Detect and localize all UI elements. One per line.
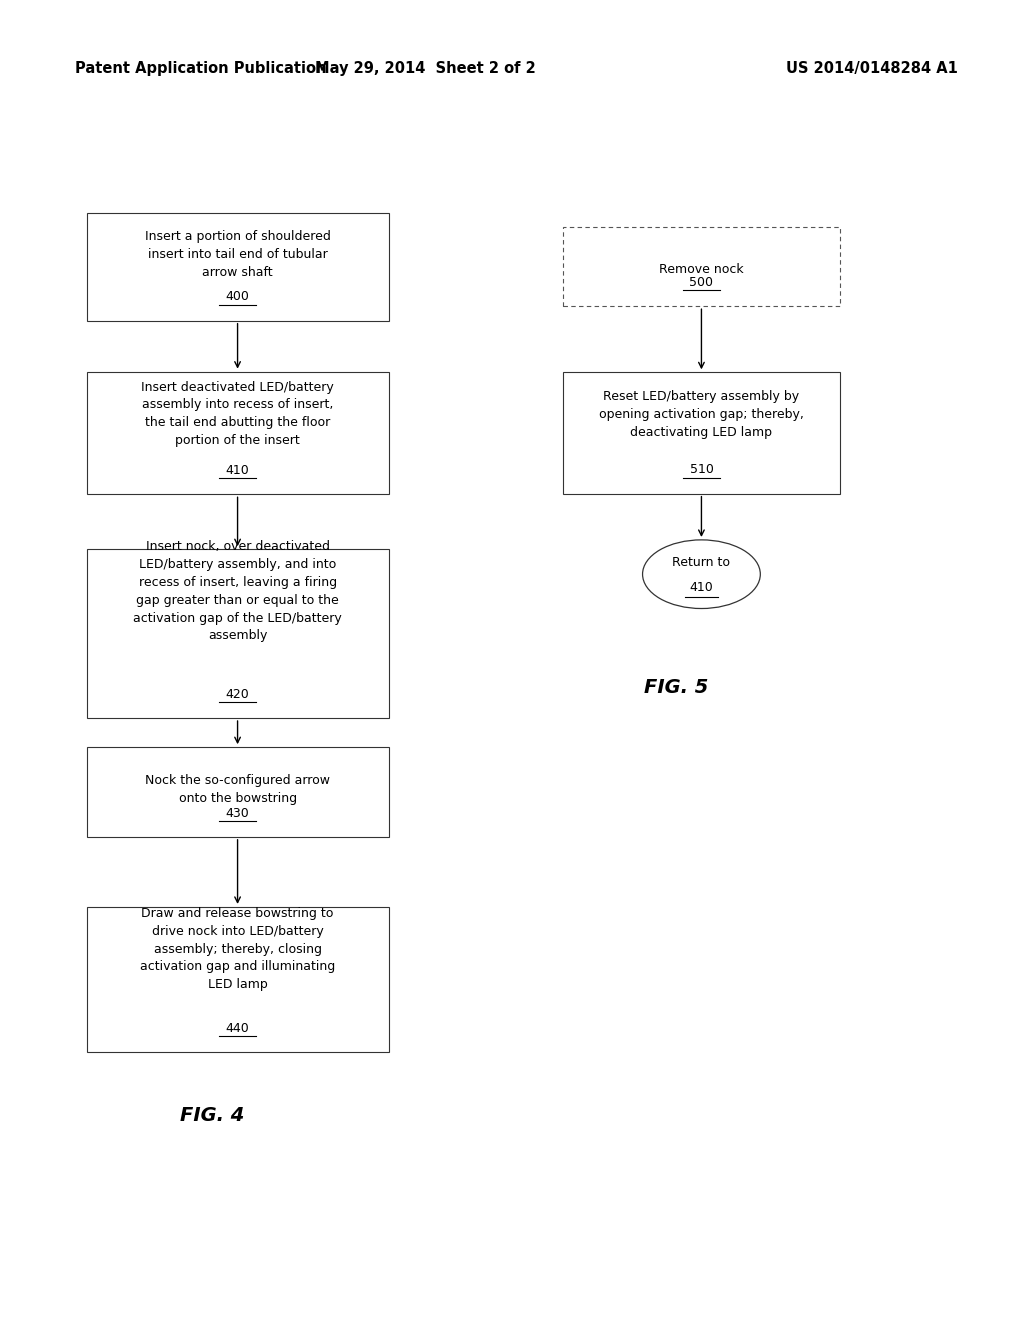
FancyBboxPatch shape [87, 549, 389, 718]
Text: gap greater than or equal to the: gap greater than or equal to the [136, 594, 339, 607]
Text: deactivating LED lamp: deactivating LED lamp [631, 426, 772, 438]
Text: LED lamp: LED lamp [208, 978, 267, 991]
Text: FIG. 4: FIG. 4 [180, 1106, 244, 1125]
Text: 430: 430 [225, 807, 250, 820]
Text: activation gap of the LED/battery: activation gap of the LED/battery [133, 611, 342, 624]
Text: Patent Application Publication: Patent Application Publication [75, 61, 327, 77]
Text: arrow shaft: arrow shaft [203, 267, 272, 279]
Text: opening activation gap; thereby,: opening activation gap; thereby, [599, 408, 804, 421]
Text: Remove nock: Remove nock [659, 263, 743, 276]
Text: the tail end abutting the floor: the tail end abutting the floor [145, 416, 330, 429]
Text: insert into tail end of tubular: insert into tail end of tubular [147, 248, 328, 261]
FancyBboxPatch shape [563, 372, 840, 494]
Text: onto the bowstring: onto the bowstring [178, 792, 297, 805]
Text: Insert deactivated LED/battery: Insert deactivated LED/battery [141, 380, 334, 393]
Text: 410: 410 [689, 581, 714, 594]
Text: 500: 500 [689, 276, 714, 289]
Text: May 29, 2014  Sheet 2 of 2: May 29, 2014 Sheet 2 of 2 [314, 61, 536, 77]
FancyBboxPatch shape [87, 213, 389, 321]
Text: 440: 440 [225, 1022, 250, 1035]
Text: FIG. 5: FIG. 5 [644, 678, 708, 697]
Ellipse shape [643, 540, 760, 609]
Text: recess of insert, leaving a firing: recess of insert, leaving a firing [138, 576, 337, 589]
Text: assembly: assembly [208, 630, 267, 643]
Text: assembly; thereby, closing: assembly; thereby, closing [154, 942, 322, 956]
FancyBboxPatch shape [563, 227, 840, 306]
Text: 420: 420 [225, 688, 250, 701]
Text: activation gap and illuminating: activation gap and illuminating [140, 961, 335, 973]
FancyBboxPatch shape [87, 372, 389, 494]
Text: drive nock into LED/battery: drive nock into LED/battery [152, 925, 324, 937]
Text: portion of the insert: portion of the insert [175, 434, 300, 447]
FancyBboxPatch shape [87, 747, 389, 837]
Text: Insert a portion of shouldered: Insert a portion of shouldered [144, 231, 331, 243]
Text: Nock the so-configured arrow: Nock the so-configured arrow [145, 774, 330, 787]
Text: 400: 400 [225, 290, 250, 304]
FancyBboxPatch shape [87, 907, 389, 1052]
Text: Draw and release bowstring to: Draw and release bowstring to [141, 907, 334, 920]
Text: Reset LED/battery assembly by: Reset LED/battery assembly by [603, 391, 800, 403]
Text: assembly into recess of insert,: assembly into recess of insert, [142, 399, 333, 412]
Text: Insert nock, over deactivated: Insert nock, over deactivated [145, 540, 330, 553]
Text: 510: 510 [689, 463, 714, 477]
Text: Return to: Return to [673, 556, 730, 569]
Text: 410: 410 [225, 465, 250, 477]
Text: LED/battery assembly, and into: LED/battery assembly, and into [139, 558, 336, 572]
Text: US 2014/0148284 A1: US 2014/0148284 A1 [785, 61, 957, 77]
